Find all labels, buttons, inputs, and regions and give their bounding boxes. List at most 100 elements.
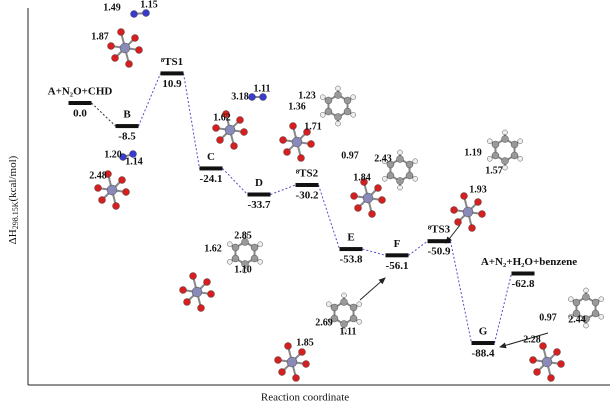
atom (241, 260, 249, 268)
atom (250, 254, 259, 263)
atom (343, 107, 352, 116)
atom (583, 287, 589, 294)
atom (278, 368, 286, 376)
level-energy: -33.7 (248, 199, 271, 211)
level-energy: -8.5 (118, 131, 136, 143)
connector (494, 273, 512, 344)
bond-length: 1.19 (464, 147, 482, 158)
atom (326, 301, 332, 307)
atom (307, 140, 315, 148)
atom (547, 374, 555, 382)
energy-level (511, 271, 535, 276)
atom (517, 138, 523, 144)
atom (412, 176, 418, 182)
atom (517, 156, 523, 162)
atom (382, 176, 388, 182)
atom (241, 238, 249, 246)
atom (360, 178, 368, 186)
bond-length: 1.84 (353, 172, 371, 183)
atom (354, 204, 362, 212)
level-energy: 10.9 (162, 78, 182, 90)
atom (125, 60, 133, 68)
atom (368, 210, 376, 218)
atom (284, 342, 292, 350)
bond-length: 1.87 (91, 31, 109, 42)
atom (583, 322, 589, 329)
bond-length: 2.43 (374, 153, 392, 164)
atom (568, 296, 574, 302)
atom (240, 128, 248, 136)
atom (386, 160, 395, 169)
atom (378, 196, 386, 204)
bond-length: 1.15 (140, 0, 158, 10)
atom (539, 342, 547, 350)
atom (572, 298, 581, 307)
bond-length: 2.48 (89, 170, 107, 181)
level-label: ⁸TS1 (161, 56, 183, 68)
atom (242, 267, 248, 274)
atom (460, 192, 468, 200)
level-label: ⁸TS3 (428, 224, 451, 236)
atom (501, 135, 509, 143)
level-label: A+N₂+H₂O+benzene (481, 256, 577, 268)
atom (598, 314, 604, 320)
atom (478, 210, 486, 218)
bond-length: 1.62 (213, 112, 231, 123)
bond-length: 1.14 (125, 156, 143, 167)
energy-level (471, 341, 495, 346)
atom (382, 158, 388, 164)
level-energy: -62.8 (512, 278, 535, 290)
bond-length: 1.93 (469, 184, 487, 195)
atom (297, 154, 305, 162)
atom (335, 85, 341, 92)
atom (454, 218, 462, 226)
atom (487, 156, 493, 162)
bond-length: 1.23 (298, 90, 316, 101)
atom (197, 304, 205, 312)
connector (91, 102, 116, 127)
atom (582, 315, 590, 323)
connector (450, 241, 472, 344)
atom (111, 54, 119, 62)
atom (502, 164, 508, 171)
atom (356, 301, 362, 307)
atom (289, 122, 297, 130)
atom (598, 296, 604, 302)
atom (350, 192, 358, 200)
level-label: ⁸TS2 (296, 168, 319, 180)
bond-length: 1.10 (234, 264, 252, 275)
atom (340, 298, 348, 306)
atom (222, 110, 230, 118)
atom (572, 309, 581, 318)
level-energy: 0.0 (73, 108, 87, 120)
energy-level (247, 192, 271, 197)
atom (341, 327, 347, 334)
energy-level (160, 71, 184, 76)
atom (107, 42, 115, 50)
atom (279, 136, 287, 144)
bond-length: 1.62 (204, 243, 222, 254)
atom (231, 243, 240, 252)
atom (298, 348, 306, 356)
atom (324, 96, 333, 105)
atom (130, 10, 138, 18)
atom (340, 320, 348, 328)
energy-level (427, 239, 451, 244)
atom (203, 278, 211, 286)
atom (405, 160, 414, 169)
energy-level (339, 247, 363, 252)
atom (341, 292, 347, 299)
energy-level (295, 182, 319, 187)
atom (553, 348, 561, 356)
atom (274, 356, 282, 364)
connector (138, 73, 161, 127)
atom (326, 319, 332, 325)
level-energy: -30.2 (296, 190, 319, 202)
level-label: B (123, 109, 131, 121)
level-label: G (479, 326, 488, 338)
energy-level (385, 253, 409, 258)
bond-length: 1.85 (296, 337, 314, 348)
y-axis-label: ΔH298.15K(kcal/mol) (7, 155, 20, 244)
atom (362, 192, 374, 204)
atom (412, 158, 418, 164)
